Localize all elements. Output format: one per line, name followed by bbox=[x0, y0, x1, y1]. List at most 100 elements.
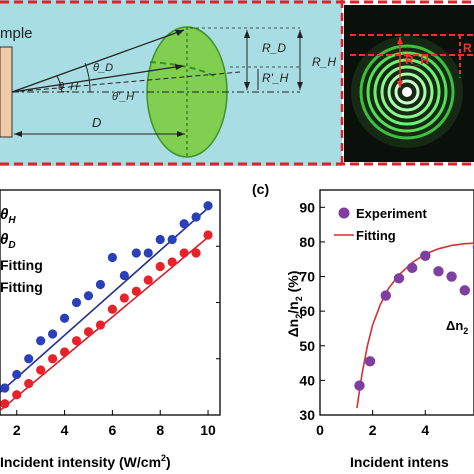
rd-label: R_D bbox=[262, 41, 286, 55]
ray-theta-h bbox=[11, 65, 183, 93]
photo-r-label: R bbox=[463, 41, 472, 55]
theta-h-point bbox=[71, 297, 82, 308]
experiment-point bbox=[433, 266, 444, 277]
experiment-point bbox=[446, 271, 457, 282]
theta-d-point bbox=[107, 304, 117, 314]
theta-d-point bbox=[167, 257, 177, 267]
theta-h-point bbox=[24, 354, 34, 364]
sample-block bbox=[0, 46, 13, 138]
theta-h-point bbox=[167, 234, 177, 245]
theta-h-point bbox=[131, 248, 141, 258]
d-arrow-right bbox=[177, 131, 185, 137]
right-y-tick-label: 30 bbox=[299, 407, 315, 423]
experiment-point bbox=[364, 356, 376, 367]
theta-h-prime-label: θ'_H bbox=[112, 91, 134, 103]
d-arrow-left bbox=[14, 131, 22, 137]
theta-d-point bbox=[119, 293, 129, 303]
theta-h-point bbox=[143, 248, 153, 258]
theta-d-point bbox=[24, 378, 34, 389]
theta-h-point bbox=[191, 212, 201, 222]
theta-h-point bbox=[179, 219, 189, 229]
angle-arc-d bbox=[84, 62, 91, 93]
theta-h-point bbox=[0, 383, 10, 393]
ray-theta-d bbox=[11, 29, 185, 93]
right-y-tick-label: 50 bbox=[299, 338, 315, 354]
legend-fitting-label: Fitting bbox=[356, 228, 396, 243]
left-legend-fitting-2: Fitting bbox=[0, 279, 43, 295]
theta-h-point bbox=[203, 201, 213, 211]
theta-h-point bbox=[12, 369, 22, 380]
right-plot-frame bbox=[319, 189, 474, 416]
right-legend: Experiment Fitting bbox=[334, 206, 427, 243]
left-x-tick-label: 4 bbox=[61, 422, 69, 438]
theta-d-point bbox=[36, 365, 46, 375]
experiment-point bbox=[459, 285, 470, 296]
theta-d-label: θ_D bbox=[93, 62, 113, 74]
rd-arrow-bottom bbox=[244, 82, 250, 90]
ray-theta-d-arrow bbox=[175, 30, 184, 36]
right-annotation: Δn2 bbox=[446, 318, 468, 336]
right-y-tick-label: 40 bbox=[299, 372, 315, 388]
experiment-point bbox=[406, 262, 418, 274]
photo-rh-label: R_H bbox=[405, 53, 429, 67]
rh-label: R_H bbox=[312, 55, 336, 69]
theta-d-point bbox=[59, 347, 70, 357]
right-y-tick-label: 90 bbox=[299, 199, 315, 215]
theta-d-point bbox=[155, 261, 165, 272]
theta-d-point bbox=[203, 230, 213, 240]
experiment-point bbox=[354, 380, 365, 391]
index-change-chart: (c) 024630405060708090 Experiment Fittin… bbox=[252, 181, 474, 470]
theta-d-point bbox=[131, 286, 141, 296]
rh-arrow-bottom bbox=[297, 82, 303, 90]
right-y-tick-label: 60 bbox=[299, 303, 315, 319]
diffraction-rings-photo bbox=[351, 36, 463, 148]
right-y-tick-label: 80 bbox=[299, 234, 315, 250]
theta-d-point bbox=[95, 320, 106, 330]
theta-d-point bbox=[0, 399, 10, 409]
rd-arrow-top bbox=[244, 30, 250, 38]
right-y-tick-label: 70 bbox=[299, 269, 315, 285]
theta-h-point bbox=[107, 252, 117, 263]
setup-schematic-panel: mple θ_D θ_H θ'_H D R_D R'_H R_H bbox=[0, 0, 474, 166]
photo-rh-arrow-bottom bbox=[397, 81, 403, 88]
theta-d-point bbox=[48, 354, 58, 364]
left-x-tick-label: 2 bbox=[13, 422, 21, 438]
theta-d-point bbox=[71, 336, 82, 346]
right-x-tick-label: 2 bbox=[369, 422, 377, 438]
ray-theta-h-prime bbox=[11, 71, 241, 93]
right-x-axis-label: Incident intens bbox=[350, 454, 449, 470]
left-legend-fitting-1: Fitting bbox=[0, 257, 43, 273]
rh-prime-label: R'_H bbox=[262, 71, 289, 85]
left-x-tick-label: 6 bbox=[108, 422, 116, 438]
sample-label: mple bbox=[0, 25, 33, 42]
rh-arrow-top bbox=[297, 30, 303, 38]
angle-vs-intensity-chart: 2 4 6 8 10 θH θD Fitting Fitting Incident in… bbox=[0, 189, 221, 470]
angle-arc-h bbox=[56, 75, 63, 93]
right-fit-curve bbox=[356, 242, 474, 409]
left-legend-theta-d: θD bbox=[0, 231, 16, 251]
theta-d-point bbox=[12, 390, 22, 400]
theta-h-point bbox=[95, 279, 106, 290]
theta-h-point bbox=[36, 336, 46, 346]
left-fit-line bbox=[0, 207, 209, 394]
theta-d-point bbox=[179, 248, 189, 258]
experiment-point bbox=[420, 250, 431, 261]
experiment-point bbox=[393, 273, 405, 284]
left-x-tick-label: 10 bbox=[200, 422, 216, 438]
theta-d-point bbox=[83, 327, 94, 337]
panel-c-label: (c) bbox=[252, 181, 269, 197]
theta-h-point bbox=[83, 291, 94, 301]
photo-rh-arrow-top bbox=[397, 37, 403, 44]
right-y-axis-label: Δn2/n2 (%) bbox=[285, 271, 304, 338]
theta-h-point bbox=[59, 313, 70, 323]
left-legend-theta-h: θH bbox=[0, 206, 16, 226]
left-legend: θH θD Fitting Fitting bbox=[0, 206, 43, 295]
theta-h-point bbox=[155, 234, 165, 245]
lens-ring-dashed bbox=[149, 61, 219, 79]
theta-h-point bbox=[119, 270, 129, 281]
legend-experiment-label: Experiment bbox=[356, 206, 427, 221]
legend-experiment-marker bbox=[338, 207, 350, 219]
left-x-tick-label: 8 bbox=[156, 422, 164, 438]
theta-d-point bbox=[143, 275, 153, 285]
theta-h-label: θ_H bbox=[58, 81, 78, 93]
